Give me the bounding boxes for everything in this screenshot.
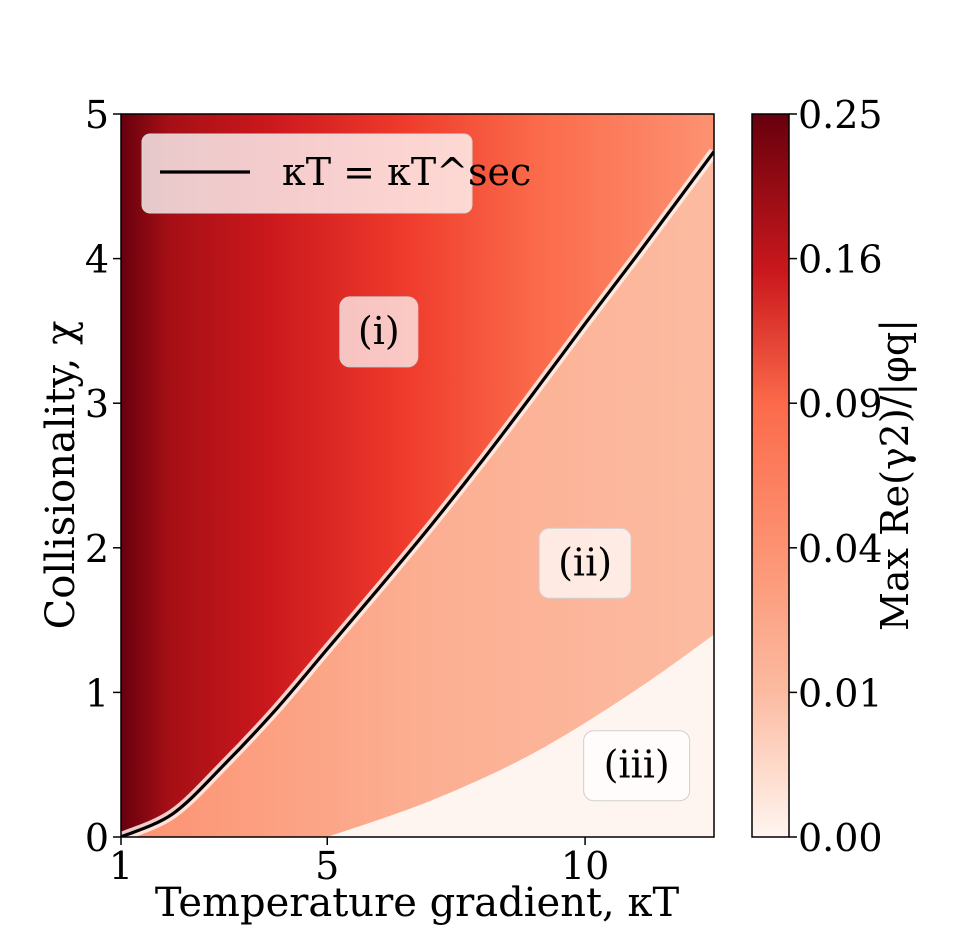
y-tick-label: 0 xyxy=(85,816,109,860)
colorbar-gradient xyxy=(751,113,790,838)
heatmap-area xyxy=(121,114,714,837)
x-tick-label: 5 xyxy=(315,844,339,888)
legend: κT = κT^sec xyxy=(141,133,531,214)
x-axis-ticks: 1 5 10 xyxy=(109,837,609,888)
y-tick-label: 3 xyxy=(85,382,109,426)
colorbar-tick-label: 0.16 xyxy=(798,238,883,282)
y-tick-label: 1 xyxy=(85,671,109,715)
legend-box xyxy=(141,133,473,214)
colorbar-tick-label: 0.04 xyxy=(798,527,883,571)
colorbar-label: Max Re(γ2)/|φq| xyxy=(873,319,917,631)
x-tick-label: 1 xyxy=(109,844,133,888)
region-label-box xyxy=(583,730,691,802)
region-labels: (i) (ii) (iii) xyxy=(339,296,691,802)
region-label-box xyxy=(538,527,632,599)
y-axis-label: Collisionality, χ xyxy=(38,321,84,630)
colorbar-tick-label: 0.00 xyxy=(798,816,883,860)
legend-entry-label: κT = κT^sec xyxy=(282,150,531,194)
region-label: (i) xyxy=(358,309,400,353)
x-axis-label: Temperature gradient, κT xyxy=(155,880,680,926)
colorbar: 0.00 0.01 0.04 0.09 0.16 0.25 Max Re(γ2)/|φq| xyxy=(751,93,917,860)
plot-frame xyxy=(120,113,715,838)
x-tick-label: 10 xyxy=(561,844,609,888)
colorbar-tick-label: 0.25 xyxy=(798,93,883,137)
y-tick-label: 4 xyxy=(85,238,109,282)
y-axis-ticks: 0 1 2 3 4 5 xyxy=(85,93,121,860)
y-tick-label: 5 xyxy=(85,93,109,137)
y-tick-label: 2 xyxy=(85,527,109,571)
region-label: (ii) xyxy=(558,540,612,584)
region-label: (iii) xyxy=(604,743,670,787)
heatmap-region-ii xyxy=(121,151,714,837)
colorbar-tick-label: 0.01 xyxy=(798,671,883,715)
colorbar-tick-label: 0.09 xyxy=(798,382,883,426)
region-label-box xyxy=(339,296,419,368)
colorbar-ticks: 0.00 0.01 0.04 0.09 0.16 0.25 xyxy=(789,93,883,860)
series-line-threshold xyxy=(121,150,714,837)
